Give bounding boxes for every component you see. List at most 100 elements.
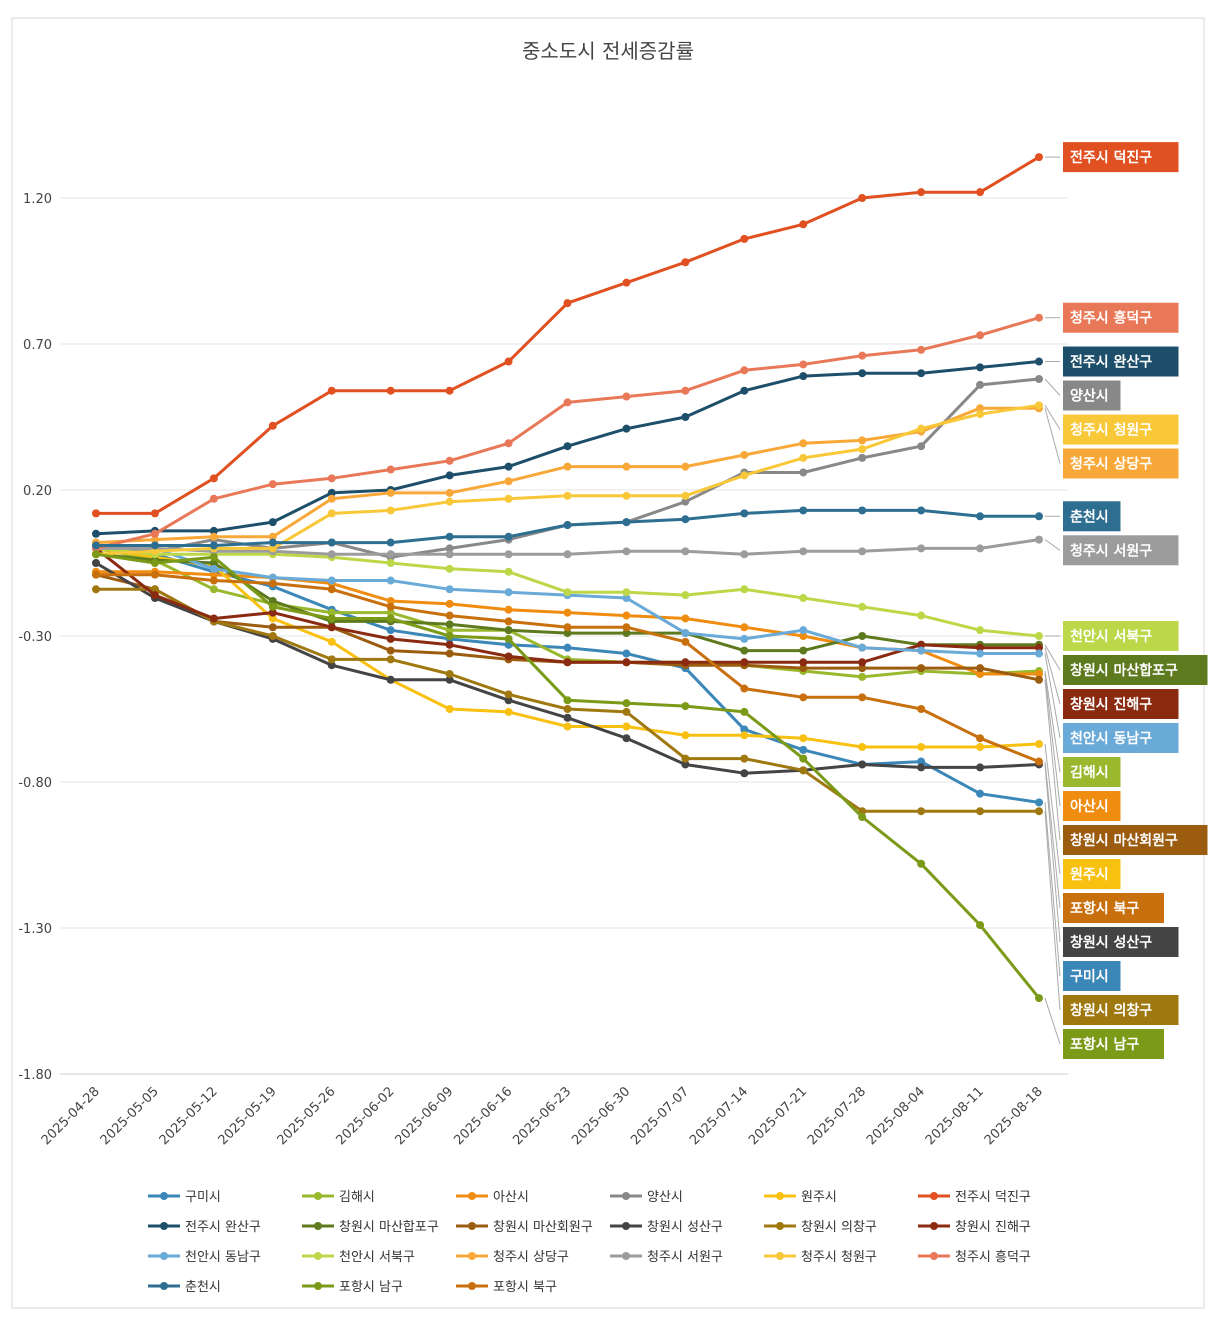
data-point [740, 450, 749, 459]
end-label-청주시 청원구: 청주시 청원구 [1044, 405, 1179, 445]
data-point [976, 643, 985, 652]
legend-label: 춘천시 [185, 1280, 221, 1295]
legend-swatch-point [930, 1222, 938, 1230]
data-point [92, 585, 100, 594]
legend-item: 청주시 청원구 [764, 1250, 877, 1265]
end-label-text: 창원시 마산회원구 [1070, 832, 1178, 849]
data-point [681, 658, 690, 667]
data-point [92, 570, 100, 579]
data-point [209, 494, 218, 503]
series-창원시 의창구 [92, 585, 1043, 816]
data-point [1035, 994, 1043, 1003]
end-label-전주시 덕진구: 전주시 덕진구 [1045, 142, 1179, 173]
data-point [386, 675, 395, 684]
legend-label: 청주시 상당구 [493, 1250, 569, 1265]
data-point [386, 576, 395, 585]
end-label-text: 아산시 [1070, 798, 1109, 815]
legend-label: 천안시 서북구 [339, 1250, 415, 1265]
data-point [327, 585, 336, 594]
data-point [622, 518, 631, 527]
data-point [740, 646, 749, 655]
end-label-leader [1044, 802, 1061, 977]
legend-swatch-point [468, 1282, 476, 1290]
end-label-box [1063, 142, 1179, 173]
data-point [268, 573, 277, 582]
legend-label: 청주시 서원구 [647, 1250, 723, 1265]
end-label-text: 구미시 [1070, 969, 1109, 985]
data-point [681, 547, 690, 556]
legend-item: 창원시 의창구 [764, 1220, 877, 1235]
data-point [563, 550, 572, 559]
data-point [858, 351, 867, 360]
end-label-text: 청주시 흥덕구 [1070, 310, 1152, 327]
data-point [268, 614, 277, 623]
data-point [799, 594, 808, 603]
end-label-청주시 서원구: 청주시 서원구 [1044, 535, 1179, 566]
end-label-아산시: 아산시 [1044, 673, 1121, 821]
series-포항시 남구 [92, 550, 1043, 1003]
end-label-box [1063, 655, 1208, 685]
data-point [740, 707, 749, 716]
legend-item: 원주시 [764, 1190, 837, 1205]
data-point [563, 629, 572, 638]
data-point [1035, 535, 1043, 544]
end-label-leader [1044, 647, 1061, 705]
end-label-box [1063, 448, 1179, 479]
end-label-포항시 남구: 포항시 남구 [1044, 997, 1164, 1059]
data-point [917, 664, 926, 673]
data-point [799, 646, 808, 655]
data-point [917, 859, 926, 868]
data-point [1035, 649, 1043, 658]
data-point [976, 669, 985, 678]
data-point [268, 602, 277, 611]
data-point [740, 366, 749, 375]
data-point [92, 541, 100, 550]
y-tick-label: -0.80 [18, 776, 52, 791]
data-point [504, 605, 513, 614]
legend-item: 포항시 북구 [456, 1280, 557, 1295]
end-label-text: 김해시 [1070, 764, 1109, 781]
data-point [681, 637, 690, 646]
data-point [976, 807, 985, 816]
end-label-leader [1044, 743, 1061, 875]
data-point [150, 541, 159, 550]
end-label-천안시 동남구: 천안시 동남구 [1044, 653, 1179, 753]
legend-item: 창원시 성산구 [610, 1220, 723, 1235]
data-point [563, 398, 572, 407]
data-point [976, 649, 985, 658]
data-point [976, 734, 985, 743]
data-point [622, 734, 631, 743]
legend-label: 전주시 완산구 [185, 1220, 261, 1235]
data-point [917, 345, 926, 354]
legend-swatch-point [160, 1252, 168, 1260]
data-point [563, 608, 572, 617]
data-point [858, 506, 867, 515]
data-point [445, 386, 454, 395]
data-point [917, 369, 926, 378]
data-point [1035, 375, 1043, 384]
legend-label: 전주시 덕진구 [955, 1190, 1031, 1205]
data-point [976, 921, 985, 930]
legend-label: 포항시 북구 [493, 1280, 557, 1295]
end-label-box [1063, 961, 1121, 991]
data-point [504, 550, 513, 559]
data-point [268, 544, 277, 553]
data-point [740, 725, 749, 734]
data-point [445, 620, 454, 629]
legend-swatch-point [160, 1222, 168, 1230]
data-point [1035, 740, 1043, 749]
data-point [209, 570, 218, 579]
data-point [150, 509, 159, 518]
data-point [386, 550, 395, 559]
end-label-원주시: 원주시 [1044, 743, 1121, 889]
data-point [563, 462, 572, 471]
data-point [504, 626, 513, 635]
data-point [681, 591, 690, 600]
data-point [386, 386, 395, 395]
end-label-box [1063, 927, 1179, 957]
end-label-leader [1044, 405, 1061, 430]
data-point [92, 559, 100, 567]
end-label-leader [1044, 761, 1061, 909]
